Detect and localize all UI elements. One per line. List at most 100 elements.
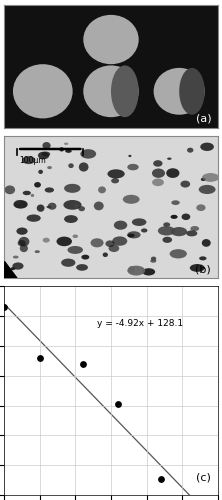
Ellipse shape: [64, 184, 81, 193]
Ellipse shape: [202, 239, 211, 247]
Ellipse shape: [34, 182, 41, 188]
Ellipse shape: [111, 66, 139, 117]
Ellipse shape: [61, 258, 75, 267]
Ellipse shape: [128, 266, 135, 272]
Ellipse shape: [201, 178, 206, 181]
Ellipse shape: [63, 200, 81, 209]
Ellipse shape: [80, 149, 96, 158]
Ellipse shape: [79, 162, 89, 172]
Text: (b): (b): [195, 264, 211, 274]
Ellipse shape: [12, 262, 24, 270]
Ellipse shape: [179, 68, 205, 114]
Ellipse shape: [163, 236, 172, 243]
Ellipse shape: [132, 218, 147, 226]
Ellipse shape: [151, 256, 156, 260]
Ellipse shape: [35, 250, 40, 253]
Text: y = -4.92x + 128.1: y = -4.92x + 128.1: [97, 319, 183, 328]
Point: [159, 474, 163, 482]
Ellipse shape: [83, 15, 139, 64]
Ellipse shape: [153, 160, 163, 166]
Ellipse shape: [48, 202, 56, 210]
Ellipse shape: [163, 222, 170, 227]
Ellipse shape: [64, 215, 78, 223]
Ellipse shape: [27, 214, 41, 222]
Ellipse shape: [5, 186, 15, 194]
Ellipse shape: [112, 236, 127, 246]
Ellipse shape: [166, 168, 179, 178]
Ellipse shape: [152, 178, 164, 186]
Ellipse shape: [20, 244, 28, 252]
Text: (a): (a): [196, 114, 211, 124]
Ellipse shape: [127, 231, 141, 238]
Ellipse shape: [64, 142, 68, 145]
Ellipse shape: [186, 230, 197, 236]
Point: [116, 400, 120, 408]
Ellipse shape: [10, 267, 15, 270]
Ellipse shape: [111, 178, 119, 184]
Ellipse shape: [127, 234, 135, 237]
Ellipse shape: [81, 254, 89, 260]
Ellipse shape: [43, 238, 50, 242]
Ellipse shape: [199, 185, 216, 194]
Ellipse shape: [23, 191, 31, 195]
Ellipse shape: [202, 173, 219, 182]
Ellipse shape: [107, 170, 125, 178]
Ellipse shape: [167, 158, 172, 160]
Ellipse shape: [128, 155, 131, 157]
Ellipse shape: [105, 240, 115, 247]
Ellipse shape: [46, 206, 51, 208]
Ellipse shape: [141, 228, 147, 232]
Ellipse shape: [127, 266, 145, 276]
Text: 100μm: 100μm: [19, 156, 46, 165]
Ellipse shape: [37, 204, 45, 212]
Ellipse shape: [74, 204, 79, 208]
Ellipse shape: [22, 156, 36, 164]
Ellipse shape: [45, 188, 54, 192]
Ellipse shape: [190, 264, 205, 272]
Ellipse shape: [98, 186, 106, 194]
Ellipse shape: [170, 249, 187, 258]
Ellipse shape: [199, 256, 206, 260]
Ellipse shape: [56, 236, 72, 246]
Ellipse shape: [83, 66, 139, 117]
Ellipse shape: [94, 202, 104, 210]
Point: [38, 354, 42, 362]
Ellipse shape: [42, 142, 51, 149]
Ellipse shape: [31, 194, 34, 197]
Ellipse shape: [15, 200, 21, 204]
Ellipse shape: [170, 215, 178, 219]
Ellipse shape: [65, 150, 72, 153]
Ellipse shape: [127, 164, 139, 170]
Ellipse shape: [109, 244, 119, 252]
Ellipse shape: [152, 168, 165, 178]
Ellipse shape: [59, 147, 64, 152]
Ellipse shape: [171, 200, 180, 205]
Ellipse shape: [154, 68, 205, 114]
Ellipse shape: [158, 226, 175, 235]
Ellipse shape: [142, 268, 155, 276]
Ellipse shape: [68, 164, 74, 168]
Ellipse shape: [13, 64, 73, 118]
Ellipse shape: [67, 246, 83, 254]
Point: [3, 303, 6, 311]
Ellipse shape: [103, 252, 108, 257]
Ellipse shape: [187, 148, 193, 152]
Ellipse shape: [190, 226, 199, 231]
Ellipse shape: [19, 237, 29, 246]
Ellipse shape: [14, 200, 28, 208]
Ellipse shape: [76, 264, 88, 271]
Ellipse shape: [38, 152, 49, 160]
Ellipse shape: [182, 214, 190, 220]
Ellipse shape: [73, 234, 78, 238]
Text: (c): (c): [196, 472, 211, 482]
Ellipse shape: [91, 238, 104, 248]
Ellipse shape: [42, 152, 50, 156]
Point: [81, 360, 84, 368]
Ellipse shape: [196, 204, 206, 211]
Ellipse shape: [114, 220, 127, 230]
Polygon shape: [4, 262, 17, 278]
Ellipse shape: [200, 142, 214, 151]
Ellipse shape: [171, 227, 187, 236]
Ellipse shape: [150, 259, 156, 262]
Ellipse shape: [78, 206, 85, 212]
